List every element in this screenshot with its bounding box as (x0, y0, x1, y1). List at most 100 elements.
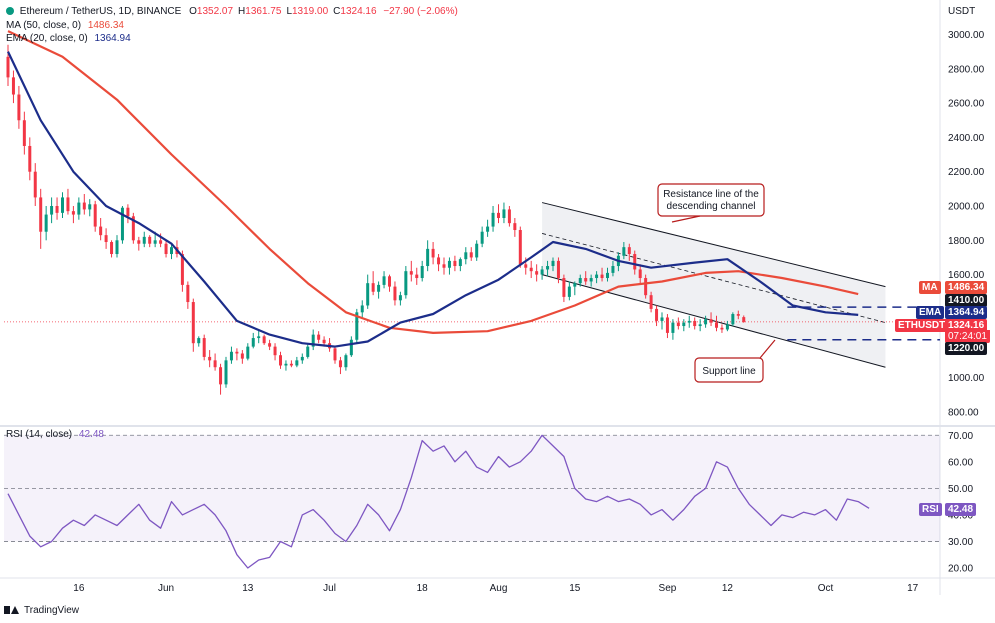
candle (11, 77, 15, 95)
candle (595, 274, 599, 279)
ticker-axis-tag: ETHUSDT (895, 319, 949, 332)
price-tick-label: 2000.00 (948, 202, 985, 213)
candle (556, 260, 560, 279)
candle (458, 259, 462, 267)
candle (426, 248, 430, 267)
rsi-legend-label: RSI (14, close) (6, 429, 73, 440)
candle (240, 353, 244, 359)
price-tick-label: 2400.00 (948, 133, 985, 144)
candle (344, 355, 348, 368)
time-tick-label: 18 (417, 583, 429, 594)
candle (420, 266, 424, 279)
candle (447, 260, 451, 268)
candle (229, 351, 233, 361)
time-tick-label: Oct (818, 583, 834, 594)
ma50-line (7, 30, 859, 334)
candle (382, 276, 386, 285)
candle (676, 322, 680, 327)
candle (731, 314, 735, 325)
ma-legend[interactable]: MA (50, close, 0) 1486.34 (6, 20, 124, 32)
candle (104, 235, 108, 243)
candle (725, 324, 729, 330)
candle (93, 204, 97, 227)
candle (235, 351, 239, 354)
ma-legend-label: MA (50, close, 0) (6, 20, 82, 31)
channel-resistance-line (541, 202, 886, 288)
candle (709, 319, 713, 323)
channel-midline (541, 233, 886, 324)
rsi-line (7, 434, 870, 569)
time-tick-label: 13 (242, 583, 254, 594)
candle (464, 252, 468, 260)
candle (197, 338, 201, 344)
candle (404, 271, 408, 296)
candle (469, 252, 473, 258)
candle (431, 248, 435, 258)
symbol-title: Ethereum / TetherUS, 1D, BINANCE (19, 6, 182, 17)
candle (393, 286, 397, 301)
candle (611, 266, 615, 273)
ohlc-values: O1352.07 H1361.75 L1319.00 C1324.16 (184, 6, 376, 17)
candle (33, 171, 37, 198)
candle (578, 278, 582, 284)
rsi-legend[interactable]: RSI (14, close) 42.48 (6, 429, 104, 441)
time-tick-label: Jun (158, 583, 174, 594)
level-1410-tag: 1410.00 (945, 294, 988, 307)
candle (562, 278, 566, 297)
candle (497, 212, 500, 219)
candle (50, 206, 54, 215)
candle (77, 202, 81, 215)
candle (442, 264, 446, 268)
candle (148, 236, 152, 244)
candle (191, 302, 195, 344)
price-tick-label: 1800.00 (948, 236, 985, 247)
ohlc-c: C1324.16 (333, 6, 377, 17)
candle (475, 243, 479, 258)
level-1220-tag: 1220.00 (945, 342, 988, 355)
candle (279, 355, 282, 366)
candle (251, 338, 255, 347)
time-tick-label: 16 (73, 583, 85, 594)
candle (110, 242, 114, 255)
countdown-timer: 07:24:01 (945, 330, 990, 343)
candle (273, 346, 277, 356)
candle (698, 324, 702, 327)
candle (28, 145, 32, 172)
candle (649, 295, 653, 309)
candle (518, 230, 522, 265)
candle (268, 343, 272, 347)
candle (486, 226, 490, 232)
candle (99, 226, 103, 236)
time-tick-label: Jul (323, 583, 336, 594)
rsi-axis-tag: RSI (919, 503, 942, 516)
candle (567, 286, 571, 297)
candle (529, 267, 533, 272)
rsi-tick-label: 50.00 (948, 484, 973, 495)
candle (88, 204, 92, 210)
candle (360, 305, 364, 313)
tradingview-logo[interactable]: TradingView (4, 604, 79, 616)
time-tick-label: Aug (490, 583, 508, 594)
symbol-legend: Ethereum / TetherUS, 1D, BINANCE O1352.0… (6, 6, 458, 18)
candle (507, 209, 511, 224)
candle (437, 257, 441, 265)
candle (366, 283, 370, 306)
candle (715, 322, 718, 328)
ema-axis-value: 1364.94 (945, 306, 988, 319)
candle (39, 197, 43, 232)
candle (540, 269, 544, 275)
candle (349, 339, 353, 356)
support-annotation: Support line (694, 339, 776, 383)
candle (665, 317, 669, 333)
ema-legend[interactable]: EMA (20, close, 0) 1364.94 (6, 33, 131, 45)
candle (502, 209, 506, 219)
candle (333, 348, 337, 361)
price-change: −27.90 (−2.06%) (383, 6, 458, 17)
candle (257, 336, 261, 339)
candle (584, 278, 588, 282)
candle (170, 247, 173, 255)
candle (573, 283, 577, 287)
support-callout-text: Support line (702, 366, 756, 377)
